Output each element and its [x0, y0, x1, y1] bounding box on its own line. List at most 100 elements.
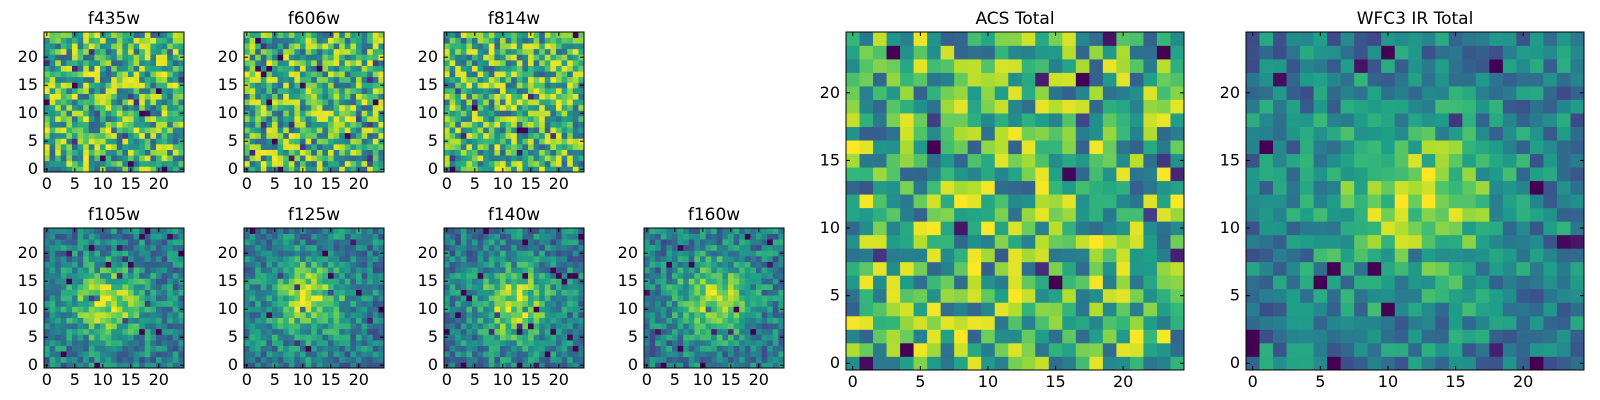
heatmap-cell — [100, 289, 106, 296]
heatmap-cell — [344, 48, 351, 55]
heatmap-cell — [255, 239, 262, 246]
heatmap-cell — [516, 155, 523, 162]
heatmap-cell — [333, 48, 340, 55]
heatmap-cell — [1170, 275, 1185, 290]
heatmap-cell — [505, 155, 512, 162]
heatmap-cell — [488, 132, 495, 139]
heatmap-cell — [277, 166, 284, 173]
heatmap-cell — [539, 88, 546, 94]
heatmap-cell — [272, 284, 278, 290]
heatmap-cell — [466, 362, 473, 369]
heatmap-cell — [322, 300, 329, 307]
heatmap-cell — [272, 356, 278, 363]
heatmap-cell — [88, 312, 95, 318]
heatmap-cell — [533, 323, 540, 330]
heatmap-cell — [477, 239, 484, 246]
heatmap-cell — [167, 48, 174, 55]
heatmap-cell — [666, 244, 673, 251]
heatmap-cell — [533, 300, 540, 307]
heatmap-cell — [711, 312, 718, 318]
heatmap-cell — [288, 334, 295, 341]
heatmap-cell — [722, 239, 729, 246]
heatmap-cell — [516, 233, 523, 240]
heatmap-cell — [161, 328, 168, 335]
heatmap-cell — [455, 278, 462, 285]
heatmap-cell — [83, 99, 90, 106]
heatmap-cell — [255, 228, 262, 234]
heatmap-cell — [305, 267, 312, 274]
heatmap-cell — [283, 300, 290, 307]
axes-frame — [243, 227, 385, 369]
heatmap-cell — [449, 289, 456, 296]
heatmap-cell — [339, 127, 346, 134]
heatmap-cell — [688, 317, 695, 324]
heatmap-cell — [55, 149, 62, 156]
heatmap-cell — [505, 295, 512, 302]
heatmap-cell — [483, 323, 490, 330]
heatmap-cell — [1116, 194, 1131, 209]
heatmap-cell — [711, 244, 718, 251]
heatmap-cell — [750, 261, 757, 268]
heatmap-cell — [283, 76, 290, 83]
heatmap-cell — [1062, 342, 1077, 357]
heatmap-cell — [300, 272, 306, 279]
heatmap-cell — [505, 256, 512, 262]
heatmap-cell — [133, 312, 140, 318]
heatmap-cell — [339, 132, 346, 139]
heatmap-cell — [500, 82, 506, 89]
x-tick-label: 10 — [293, 174, 313, 193]
heatmap-cell — [688, 351, 695, 358]
heatmap-cell — [528, 256, 534, 262]
heatmap-cell — [472, 37, 478, 44]
heatmap-cell — [483, 300, 490, 307]
heatmap-cell — [477, 82, 484, 89]
heatmap-cell — [77, 99, 84, 106]
heatmap-cell — [167, 250, 174, 257]
heatmap-cell — [449, 345, 456, 352]
heatmap-cell — [316, 71, 323, 78]
heatmap-cell — [516, 228, 523, 234]
heatmap-cell — [66, 104, 73, 111]
heatmap-cell — [72, 323, 78, 330]
heatmap-cell — [655, 300, 662, 307]
heatmap-cell — [139, 88, 146, 94]
heatmap-cell — [133, 82, 140, 89]
heatmap-cell — [444, 328, 450, 335]
heatmap-cell — [49, 306, 56, 313]
heatmap-cell — [550, 116, 557, 122]
heatmap-cell — [266, 32, 273, 38]
heatmap-cell — [449, 82, 456, 89]
heatmap-cell — [561, 289, 568, 296]
heatmap-cell — [266, 104, 273, 111]
heatmap-cell — [49, 138, 56, 145]
heatmap-cell — [100, 138, 106, 145]
heatmap-cell — [361, 82, 368, 89]
heatmap-cell — [494, 116, 501, 122]
heatmap-cell — [77, 116, 84, 122]
heatmap-cell — [472, 88, 478, 94]
heatmap-cell — [954, 342, 969, 357]
heatmap-cell — [100, 267, 106, 274]
heatmap-cell — [733, 323, 740, 330]
heatmap-cell — [367, 272, 374, 279]
heatmap-cell — [649, 317, 656, 324]
heatmap-cell — [105, 250, 112, 257]
heatmap-cell — [333, 256, 340, 262]
heatmap-cell — [172, 132, 179, 139]
heatmap-cell — [1156, 234, 1171, 249]
heatmap-cell — [500, 110, 506, 117]
heatmap-cell — [161, 132, 168, 139]
heatmap-cell — [649, 228, 656, 234]
heatmap-cell — [49, 104, 56, 111]
heatmap-cell — [550, 362, 557, 369]
heatmap-cell — [361, 261, 368, 268]
heatmap-cell — [466, 132, 473, 139]
heatmap-cell — [105, 48, 112, 55]
heatmap-cell — [649, 233, 656, 240]
heatmap-cell — [372, 228, 379, 234]
heatmap-cell — [339, 149, 346, 156]
heatmap-cell — [449, 284, 456, 290]
heatmap-cell — [255, 37, 262, 44]
heatmap-cell — [277, 317, 284, 324]
